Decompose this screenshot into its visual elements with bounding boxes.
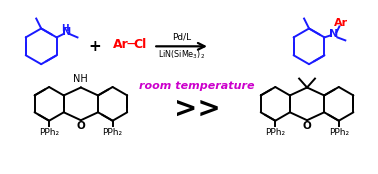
Text: room temperature: room temperature bbox=[139, 81, 255, 91]
Text: N: N bbox=[329, 29, 338, 39]
Text: H: H bbox=[61, 24, 68, 33]
Text: O: O bbox=[303, 121, 311, 131]
Text: Ar: Ar bbox=[334, 18, 349, 27]
Text: PPh₂: PPh₂ bbox=[265, 128, 285, 137]
Text: PPh₂: PPh₂ bbox=[329, 128, 349, 137]
Text: N: N bbox=[62, 27, 71, 37]
Text: PPh₂: PPh₂ bbox=[102, 128, 123, 137]
Text: >>: >> bbox=[174, 95, 220, 123]
Text: Ar: Ar bbox=[113, 38, 129, 51]
Text: PPh₂: PPh₂ bbox=[39, 128, 59, 137]
Text: O: O bbox=[76, 121, 85, 131]
Text: Pd/L: Pd/L bbox=[172, 33, 191, 42]
Text: −: − bbox=[125, 37, 137, 51]
Text: Cl: Cl bbox=[134, 38, 147, 51]
Text: LiN(SiMe$_3$)$_2$: LiN(SiMe$_3$)$_2$ bbox=[158, 48, 205, 61]
Text: +: + bbox=[88, 39, 101, 54]
Text: NH: NH bbox=[73, 74, 88, 84]
